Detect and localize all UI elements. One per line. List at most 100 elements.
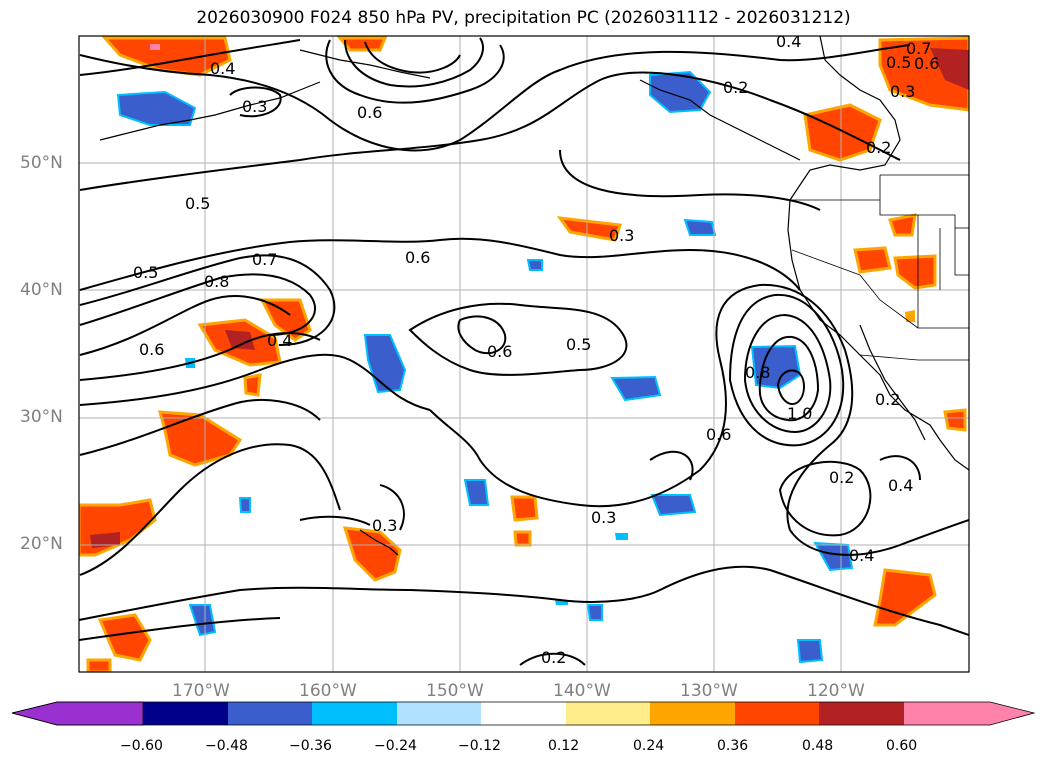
contour-label: 0.8 (204, 272, 229, 291)
contour-label: 0.2 (541, 648, 566, 667)
contour-label: 0.7 (906, 39, 931, 58)
state-borders (790, 174, 969, 361)
lat-label: 40°N (20, 280, 63, 300)
precip-blob (943, 408, 967, 432)
precip-blob (238, 497, 251, 513)
colorbar-segment (819, 702, 904, 725)
colorbar (11, 701, 1036, 726)
contour-label: 0.3 (242, 97, 267, 116)
contour-label: 0.3 (890, 82, 915, 101)
colorbar-segment (904, 702, 1034, 725)
precip-blob (650, 494, 697, 517)
precip-blob (610, 375, 662, 402)
contour-label: 1.0 (787, 404, 812, 423)
precip-blob (526, 259, 543, 271)
colorbar-tick: −0.60 (120, 738, 163, 754)
precip-blob (803, 103, 882, 162)
contour-labels: 0.4 0.3 0.6 0.4 0.2 0.7 0.6 0.5 0.3 0.2 … (133, 32, 939, 667)
contour-label: 0.6 (139, 340, 164, 359)
precip-blob (813, 541, 854, 572)
contour-label: 0.3 (591, 508, 616, 527)
map-frame (78, 35, 970, 673)
colorbar-tick: 0.12 (548, 738, 580, 754)
precip-blob (888, 213, 917, 237)
colorbar-tick: 0.48 (802, 738, 834, 754)
precip-blob (342, 526, 402, 582)
colorbar-tick: 0.36 (717, 738, 749, 754)
colorbar-segment (312, 702, 397, 725)
pv-contours (79, 37, 969, 666)
lon-label: 120°W (807, 681, 865, 701)
precip-blob (86, 658, 112, 672)
precip-blob (157, 410, 243, 467)
precip-blob (649, 70, 712, 114)
lon-label: 150°W (426, 681, 484, 701)
contour-label: 0.2 (875, 390, 900, 409)
figure-title: 2026030900 F024 850 hPa PV, precipitatio… (196, 8, 851, 28)
colorbar-outline (11, 701, 1036, 726)
colorbar-tick: −0.36 (289, 738, 332, 754)
precip-blob (586, 604, 603, 621)
precip-blob (893, 254, 937, 290)
contour-label: 0.6 (487, 342, 512, 361)
colorbar-segment (481, 702, 566, 725)
precip-blob (150, 44, 160, 50)
precip-blob (796, 639, 824, 664)
lon-label: 170°W (172, 681, 230, 701)
lat-label: 20°N (20, 534, 63, 554)
contour-label: 0.6 (706, 425, 731, 444)
colorbar-segment (228, 702, 312, 725)
colorbar-segment (397, 702, 481, 725)
precip-blob (336, 36, 388, 52)
precip-blob (930, 48, 969, 90)
contour-label: 0.4 (849, 546, 874, 565)
precip-blob (556, 216, 623, 242)
precip-blob (853, 246, 892, 274)
contour-label: 0.3 (372, 516, 397, 535)
precip-blob (513, 530, 532, 547)
contour-label: 0.5 (566, 335, 591, 354)
contour-label: 0.4 (776, 32, 801, 51)
lat-label: 30°N (20, 407, 63, 427)
precip-negative-areas (116, 70, 854, 664)
colorbar-tick: −0.12 (458, 738, 501, 754)
colorbar-tick: −0.48 (205, 738, 248, 754)
contour-label: 0.8 (745, 363, 770, 382)
precip-positive-areas (79, 36, 969, 672)
precip-blob (463, 479, 490, 506)
precip-blob (97, 613, 152, 662)
precip-blob (90, 532, 120, 548)
colorbar-tick: 0.60 (886, 738, 918, 754)
lon-label: 140°W (553, 681, 611, 701)
contour-label: 0.4 (888, 476, 913, 495)
contour-label: 0.6 (405, 248, 430, 267)
precip-blob (510, 495, 539, 522)
precip-blob (750, 344, 802, 390)
precip-blob (116, 90, 197, 126)
coastlines (99, 36, 969, 556)
colorbar-segment (650, 702, 735, 725)
contour-label: 0.2 (723, 78, 748, 97)
colorbar-segment (143, 702, 228, 725)
precip-blob (683, 218, 717, 236)
contour-label: 0.6 (357, 103, 382, 122)
colorbar-tick: 0.24 (633, 738, 665, 754)
contour-label: 0.5 (185, 194, 210, 213)
colorbar-segment (735, 702, 819, 725)
precip-blob (225, 330, 255, 350)
gridlines (79, 36, 969, 672)
precip-blob (905, 310, 915, 322)
colorbar-segment (566, 702, 650, 725)
lon-label: 160°W (299, 681, 357, 701)
contour-label: 0.5 (133, 263, 158, 282)
contour-label: 0.6 (914, 54, 939, 73)
contour-label: 0.4 (267, 331, 292, 350)
contour-label: 0.4 (210, 59, 235, 78)
contour-label: 0.3 (609, 226, 634, 245)
contour-label: 0.5 (886, 53, 911, 72)
lat-label: 50°N (20, 153, 63, 173)
colorbar-tick: −0.24 (374, 738, 417, 754)
lon-label: 130°W (680, 681, 738, 701)
colorbar-segment (11, 701, 144, 726)
